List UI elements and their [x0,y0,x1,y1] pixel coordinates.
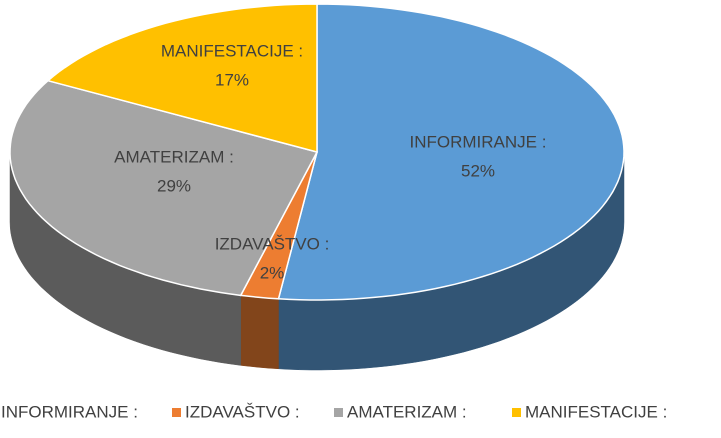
data-label-name: INFORMIRANJE : [410,132,547,151]
slice [46,3,318,153]
data-label-name: IZDAVAŠTVO : [215,234,330,253]
data-label-name: AMATERIZAM : [114,147,234,166]
slice [277,3,625,301]
data-label-value: 2% [260,263,285,282]
data-label-name: MANIFESTACIJE : [161,41,303,60]
data-label-value: 52% [461,161,495,180]
data-label-value: 17% [215,70,249,89]
legend-label: MANIFESTACIJE : [525,402,667,421]
slice [9,79,319,297]
legend-label: INFORMIRANJE : [1,402,138,421]
legend-label: AMATERIZAM : [347,402,467,421]
slice-side [240,295,279,370]
legend-label: IZDAVAŠTVO : [185,402,300,421]
legend-swatch [334,408,343,417]
data-label-value: 29% [157,176,191,195]
legend-swatch [172,408,181,417]
legend-swatch [512,408,521,417]
